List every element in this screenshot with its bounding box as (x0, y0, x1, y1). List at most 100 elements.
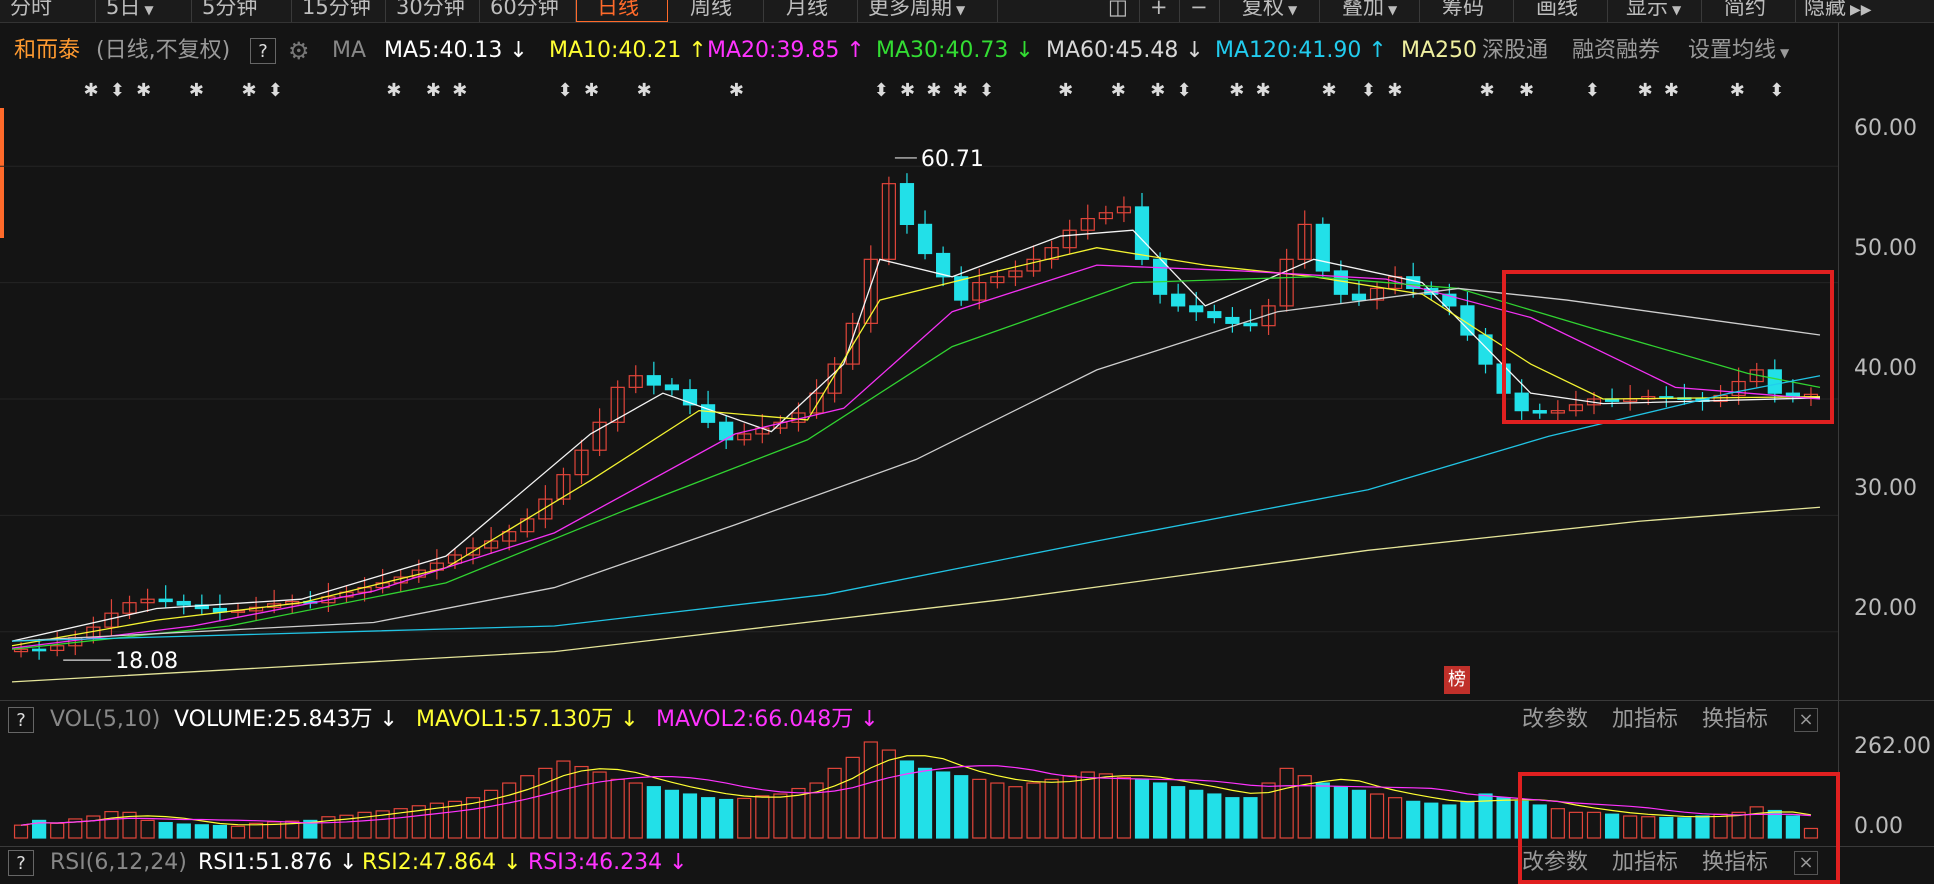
candle-body (899, 183, 915, 226)
star-marker-icon: ✱ (242, 80, 257, 101)
volume-bar (1695, 815, 1710, 839)
candle-body (50, 645, 65, 652)
ranking-badge[interactable]: 榜 (1444, 666, 1470, 694)
candle-body (1442, 293, 1457, 307)
star-marker-icon: ✱ (452, 80, 467, 101)
volume-bar (1460, 800, 1475, 839)
low-price-label: 18.08 (115, 649, 178, 674)
candle-body (1026, 258, 1041, 272)
candle-body (719, 421, 734, 441)
shenzhen-connect-link[interactable]: 深股通 (1482, 38, 1549, 63)
rsi-help-button[interactable]: ? (8, 850, 34, 876)
volume-bar (1044, 778, 1059, 839)
candle-body (972, 282, 987, 301)
candle-body (1225, 316, 1240, 324)
star-marker-icon: ✱ (426, 80, 441, 101)
down-arrow-icon: ↓ (379, 707, 398, 732)
volume-bar (1152, 782, 1168, 839)
volume-bar (682, 793, 698, 839)
price-tick-50: 50.00 (1854, 236, 1917, 261)
star-marker-icon: ✱ (584, 80, 599, 101)
rsi-close-icon[interactable]: × (1794, 851, 1818, 875)
zoom-in-button[interactable]: + (1140, 0, 1180, 22)
updown-marker-icon: ⬍ (1769, 80, 1784, 101)
rsi-add-indicator-link[interactable]: 加指标 (1612, 850, 1679, 875)
tab-60min[interactable]: 60分钟 (480, 0, 576, 22)
tab-more-periods[interactable]: 更多周期 ▼ (858, 0, 998, 22)
margin-trading-link[interactable]: 融资融券 (1572, 38, 1661, 63)
volume-bar (1785, 815, 1800, 839)
tab-5day[interactable]: 5日 ▼ (96, 0, 192, 22)
vol-switch-indicator-link[interactable]: 换指标 (1702, 707, 1769, 732)
vol-edit-params-link[interactable]: 改参数 (1522, 707, 1589, 732)
rsi-switch-indicator-link[interactable]: 换指标 (1702, 850, 1769, 875)
candle-body (1297, 223, 1312, 260)
updown-marker-icon: ⬍ (268, 80, 283, 101)
candle-body (845, 322, 860, 365)
tab-15min[interactable]: 15分钟 (292, 0, 386, 22)
volume-bar (1767, 809, 1782, 839)
ma250-value: MA250 (1401, 38, 1478, 63)
star-marker-icon: ✱ (1321, 80, 1336, 101)
vol-close-icon[interactable]: × (1794, 708, 1818, 732)
period-toolbar: 分时 5日 ▼ 5分钟 15分钟 30分钟 60分钟 日线 周线 月线 更多周期 ▼… (0, 0, 1934, 23)
window-icon-button[interactable]: ◫ (1100, 0, 1140, 22)
volume-bar (737, 797, 752, 839)
candle-body (737, 433, 752, 441)
overlay-button[interactable]: 叠加 ▼ (1320, 0, 1420, 22)
draw-line-button[interactable]: 画线 (1514, 0, 1608, 22)
ma30-value: MA30:40.73 ↓ (876, 36, 1034, 66)
volume-bar (86, 815, 101, 839)
volume-bar (140, 819, 155, 839)
chevron-down-icon: ▼ (144, 3, 154, 17)
star-marker-icon: ✱ (1387, 80, 1402, 101)
vol-help-button[interactable]: ? (8, 707, 34, 733)
tab-fenshi[interactable]: 分时 (0, 0, 96, 22)
tab-weekly[interactable]: 周线 (668, 0, 764, 22)
hide-button[interactable]: 隐藏 ▶▶ (1796, 0, 1934, 22)
down-arrow-icon: ↓ (503, 850, 522, 875)
vol-add-indicator-link[interactable]: 加指标 (1612, 707, 1679, 732)
volume-bar (936, 771, 951, 839)
ma-settings-link[interactable]: 设置均线 ▼ (1688, 36, 1789, 68)
tab-5min[interactable]: 5分钟 (192, 0, 292, 22)
volume-bar (845, 756, 860, 839)
volume-bar (32, 819, 47, 839)
zoom-out-button[interactable]: − (1180, 0, 1220, 22)
candle-body (1207, 311, 1222, 319)
display-button[interactable]: 显示 ▼ (1608, 0, 1702, 22)
candle-body (936, 252, 951, 278)
rsi-edit-params-link[interactable]: 改参数 (1522, 850, 1589, 875)
volume-bar (1586, 811, 1602, 839)
volume-bar (917, 767, 933, 839)
down-arrow-icon: ↓ (860, 707, 879, 732)
volume-bar (1315, 782, 1330, 839)
candle-body (1261, 305, 1276, 327)
volume-bar (791, 787, 806, 839)
rsi1-value: RSI1:51.876 ↓ (198, 849, 358, 877)
volume-bar (339, 814, 354, 839)
gear-icon[interactable]: ⚙ (288, 37, 310, 65)
candle-body (1171, 293, 1186, 307)
tab-daily[interactable]: 日线 (576, 0, 668, 22)
candle-body (1731, 380, 1746, 397)
chips-button[interactable]: 筹码 (1420, 0, 1514, 22)
help-button[interactable]: ? (250, 38, 276, 64)
down-arrow-icon: ↓ (339, 850, 358, 875)
volume-bar (1026, 782, 1041, 839)
volume-value: VOLUME:25.843万 ↓ (174, 706, 398, 734)
volume-bar (1189, 789, 1204, 839)
tab-monthly[interactable]: 月线 (764, 0, 858, 22)
volume-bar (1641, 816, 1656, 839)
tab-30min[interactable]: 30分钟 (386, 0, 480, 22)
rsi2-value: RSI2:47.864 ↓ (362, 849, 522, 877)
volume-bar (1388, 797, 1403, 839)
volume-bar (303, 819, 318, 839)
simple-button[interactable]: 简约 (1702, 0, 1796, 22)
candle-body (954, 276, 969, 301)
stock-name[interactable]: 和而泰 (14, 38, 81, 63)
adjust-button[interactable]: 复权 ▼ (1220, 0, 1320, 22)
candle-body (917, 223, 933, 255)
volume-bar (1080, 771, 1095, 839)
